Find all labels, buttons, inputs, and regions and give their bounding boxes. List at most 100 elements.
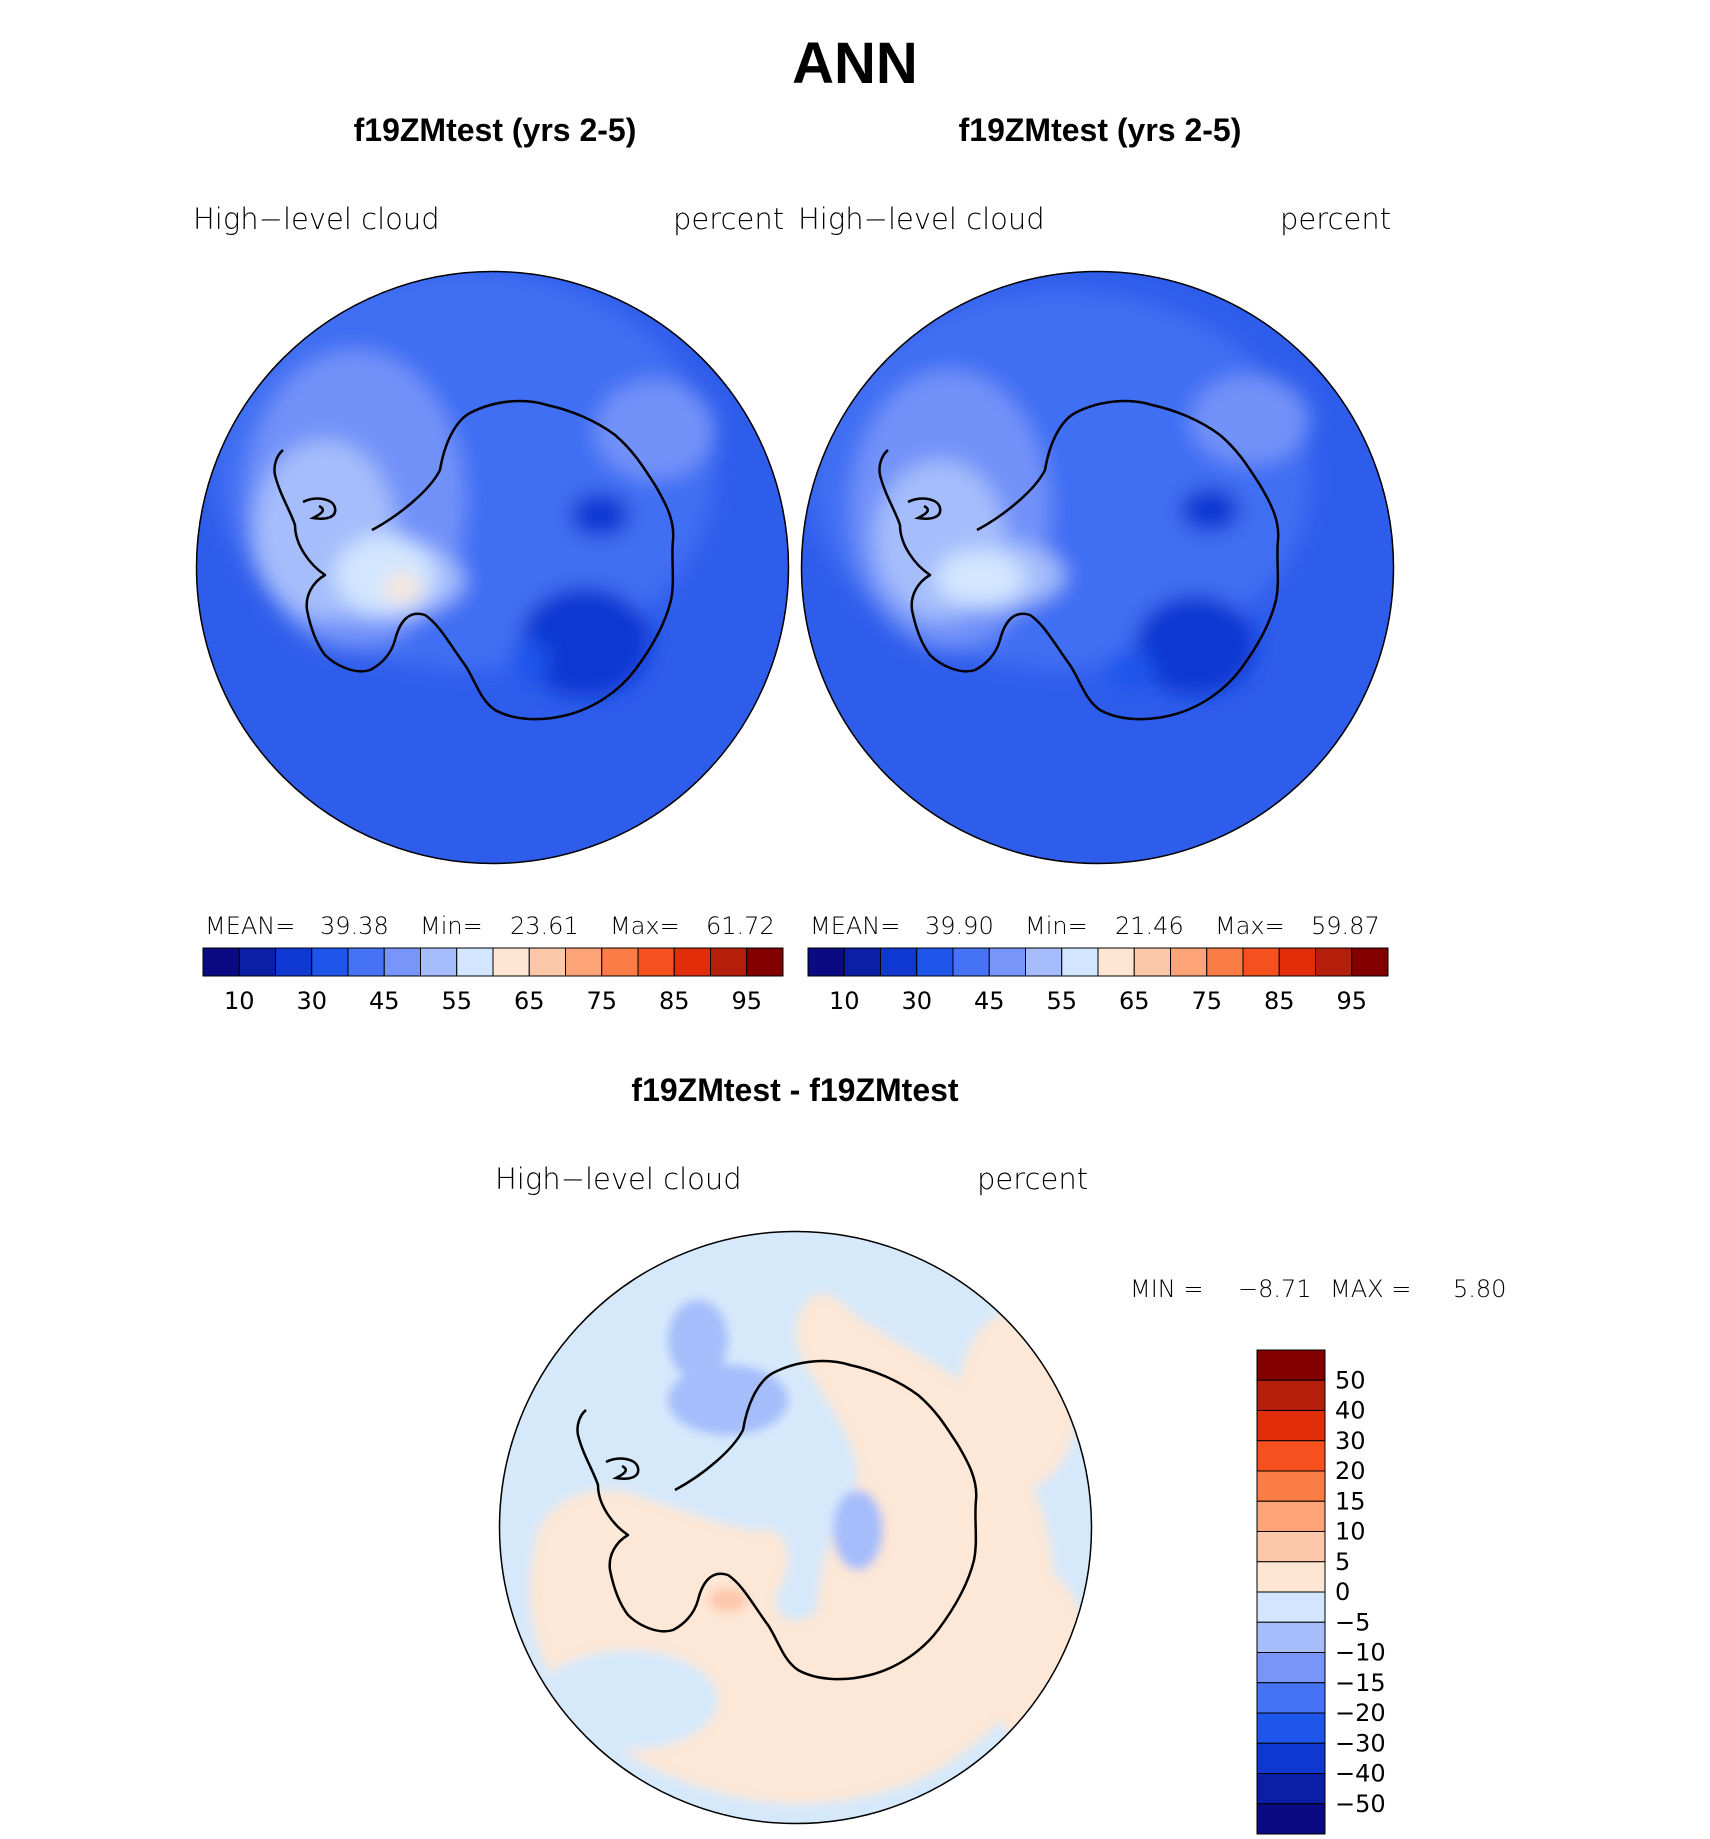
field-blob bbox=[570, 493, 630, 537]
field-blob bbox=[1190, 375, 1310, 465]
colorbar-tick-label: −40 bbox=[1335, 1760, 1386, 1788]
colorbar-tick-label: 95 bbox=[731, 987, 762, 1015]
map-boundary bbox=[195, 270, 790, 865]
colorbar-swatch bbox=[528, 947, 566, 977]
colorbar-swatch bbox=[1256, 1591, 1326, 1623]
panel-3-units-label: percent bbox=[977, 1162, 1089, 1196]
antarctica-coastline bbox=[576, 1359, 978, 1681]
colorbar-tick-label: 45 bbox=[974, 987, 1005, 1015]
colorbar-swatch bbox=[1256, 1712, 1326, 1744]
colorbar-swatch bbox=[1256, 1349, 1326, 1381]
colorbar-swatch bbox=[492, 947, 530, 977]
colorbar-tick-label: 75 bbox=[586, 987, 617, 1015]
map-boundary bbox=[498, 1230, 1093, 1825]
colorbar-swatch bbox=[238, 947, 276, 977]
field-blob bbox=[595, 380, 715, 480]
colorbar-tick-label: −50 bbox=[1335, 1790, 1386, 1818]
colorbar-tick-label: 30 bbox=[901, 987, 932, 1015]
colorbar-swatch bbox=[601, 947, 639, 977]
field-blob bbox=[668, 1300, 728, 1380]
panel-1-variable-label: High−level cloud bbox=[193, 202, 440, 236]
panel-1-title: f19ZMtest (yrs 2-5) bbox=[353, 112, 637, 148]
panel-2-max-label: Max= bbox=[1215, 912, 1285, 940]
colorbar-tick-label: 10 bbox=[224, 987, 255, 1015]
colorbar-swatch bbox=[1256, 1531, 1326, 1563]
colorbar-swatch bbox=[1256, 1470, 1326, 1502]
field-blob bbox=[1180, 488, 1240, 532]
colorbar-swatch bbox=[673, 947, 711, 977]
panel-3-title: f19ZMtest - f19ZMtest bbox=[631, 1072, 959, 1108]
panel-2-variable-label: High−level cloud bbox=[798, 202, 1045, 236]
colorbar-swatch bbox=[916, 947, 954, 977]
field-blob bbox=[833, 1490, 883, 1570]
colorbar-tick-label: 55 bbox=[1046, 987, 1077, 1015]
colorbar-swatch bbox=[1256, 1561, 1326, 1593]
colorbar-tick-label: 40 bbox=[1335, 1397, 1366, 1425]
colorbar-tick-label: 95 bbox=[1336, 987, 1367, 1015]
field-blob bbox=[335, 535, 435, 615]
field-blob bbox=[958, 1310, 1078, 1490]
colorbar-tick-label: 30 bbox=[1335, 1427, 1366, 1455]
panel-3-polar-map bbox=[498, 1230, 1093, 1825]
colorbar-swatch bbox=[1170, 947, 1208, 977]
field-blob bbox=[538, 1650, 718, 1750]
colorbar-tick-label: −30 bbox=[1335, 1729, 1386, 1757]
colorbar-tick-label: 85 bbox=[1264, 987, 1295, 1015]
panel-1-max-value: 61.72 bbox=[706, 912, 775, 940]
colorbar-swatch bbox=[952, 947, 990, 977]
colorbar-swatch bbox=[1256, 1742, 1326, 1774]
colorbar-tick-label: 5 bbox=[1335, 1548, 1350, 1576]
field-blob bbox=[520, 587, 650, 697]
field-blob bbox=[1105, 650, 1155, 690]
antarctic-peninsula-detail bbox=[605, 1457, 640, 1480]
colorbar-swatch bbox=[1061, 947, 1099, 977]
colorbar-tick-label: −15 bbox=[1335, 1669, 1386, 1697]
field-blob bbox=[1135, 595, 1255, 695]
panel-3-max-value: 5.80 bbox=[1453, 1275, 1507, 1303]
antarctica-coastline bbox=[878, 399, 1280, 721]
panel-1-max-label: Max= bbox=[610, 912, 680, 940]
colorbar-tick-label: 85 bbox=[659, 987, 690, 1015]
colorbar-swatch bbox=[1206, 947, 1244, 977]
colorbar-swatch bbox=[1256, 1440, 1326, 1472]
colorbar-swatch bbox=[420, 947, 458, 977]
panel-1-mean-label: MEAN= bbox=[205, 912, 296, 940]
panel-3-min-label: MIN = bbox=[1130, 1275, 1204, 1303]
colorbar-swatch bbox=[1351, 947, 1389, 977]
panel-2-polar-map bbox=[800, 270, 1395, 865]
antarctic-peninsula-detail bbox=[907, 497, 942, 520]
colorbar-tick-label: 10 bbox=[829, 987, 860, 1015]
panel-2-title: f19ZMtest (yrs 2-5) bbox=[958, 112, 1242, 148]
field-blob bbox=[935, 550, 1025, 606]
panel-2-colorbar: 10 30 45 55 65 75 85 95 bbox=[807, 947, 1389, 1015]
colorbar-swatch bbox=[1242, 947, 1280, 977]
panel-1-units-label: percent bbox=[673, 202, 785, 236]
colorbar-swatch bbox=[202, 947, 240, 977]
colorbar-tick-label: 30 bbox=[296, 987, 327, 1015]
colorbar-swatch bbox=[746, 947, 784, 977]
colorbar-swatch bbox=[1256, 1803, 1326, 1835]
colorbar-tick-label: 55 bbox=[441, 987, 472, 1015]
colorbar-swatch bbox=[1256, 1379, 1326, 1411]
colorbar-tick-label: −20 bbox=[1335, 1699, 1386, 1727]
colorbar-tick-label: 15 bbox=[1335, 1487, 1366, 1515]
panel-3-variable-label: High−level cloud bbox=[495, 1162, 742, 1196]
field-blob bbox=[384, 574, 420, 602]
panel-2-mean-label: MEAN= bbox=[810, 912, 901, 940]
panel-3-min-value: −8.71 bbox=[1238, 1275, 1312, 1303]
colorbar-swatch bbox=[637, 947, 675, 977]
colorbar-tick-label: 50 bbox=[1335, 1366, 1366, 1394]
map-boundary bbox=[800, 270, 1395, 865]
colorbar-tick-label: 0 bbox=[1335, 1578, 1350, 1606]
panel-2-mean-value: 39.90 bbox=[925, 912, 994, 940]
colorbar-tick-label: 65 bbox=[1119, 987, 1150, 1015]
colorbar-swatch bbox=[880, 947, 918, 977]
panel-1-colorbar: 10 30 45 55 65 75 85 95 bbox=[202, 947, 784, 1015]
main-title: ANN bbox=[792, 31, 918, 96]
colorbar-swatch bbox=[807, 947, 845, 977]
field-blob bbox=[988, 1570, 1088, 1750]
panel-2-units-label: percent bbox=[1280, 202, 1392, 236]
colorbar-swatch bbox=[1256, 1621, 1326, 1653]
field-blob bbox=[708, 1588, 748, 1612]
colorbar-swatch bbox=[1097, 947, 1135, 977]
